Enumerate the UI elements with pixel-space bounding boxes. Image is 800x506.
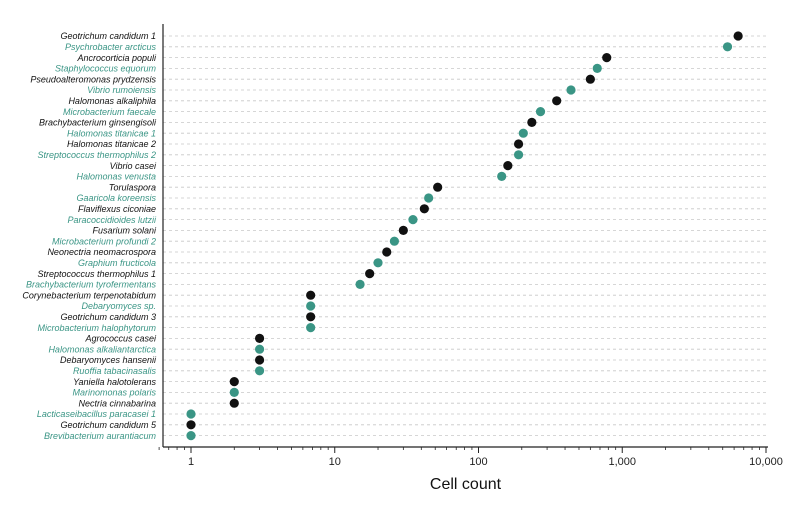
category-label: Debaryomyces hansenii <box>60 355 157 365</box>
data-point <box>186 431 196 441</box>
data-point <box>733 31 743 41</box>
x-axis-ticks: 1 10 100 1,000 10,000 <box>158 447 783 468</box>
data-point <box>503 161 513 171</box>
data-point <box>229 387 239 397</box>
x-tick-label: 100 <box>469 456 487 468</box>
data-point <box>186 409 196 419</box>
x-axis-label: Cell count <box>430 476 502 493</box>
data-point <box>513 139 524 149</box>
category-label: Vibrio rumoiensis <box>87 85 156 95</box>
data-point <box>535 107 546 117</box>
category-label: Microbacterium faecale <box>63 107 156 117</box>
data-point <box>552 96 562 106</box>
data-point <box>254 355 265 365</box>
data-point <box>497 171 507 181</box>
data-point <box>592 63 602 73</box>
x-tick-label: 1 <box>188 456 194 468</box>
category-label: Nectria cinnabarina <box>78 398 156 408</box>
category-label: Geotrichum candidum 3 <box>60 312 156 322</box>
category-label: Corynebacterium terpenotabidum <box>22 290 156 300</box>
data-point <box>306 290 316 300</box>
data-point <box>513 150 524 160</box>
category-label: Flaviflexus ciconiae <box>78 204 156 214</box>
data-point <box>229 377 239 387</box>
data-point <box>306 323 316 333</box>
category-label: Yaniella halotolerans <box>73 377 156 387</box>
data-point <box>306 301 316 311</box>
category-label: Torulaspora <box>109 182 156 192</box>
data-point <box>722 42 733 52</box>
category-label: Neonectria neomacrospora <box>47 247 156 257</box>
category-label: Staphylococcus equorum <box>55 64 157 74</box>
x-tick-label: 10 <box>329 456 341 468</box>
category-label: Agrococcus casei <box>84 334 157 344</box>
category-label: Halomonas alkaliantarctica <box>48 344 156 354</box>
data-point <box>355 279 365 289</box>
category-label: Brachybacterium tyrofermentans <box>26 280 157 290</box>
data-point <box>424 193 434 203</box>
category-label: Brachybacterium ginsengisoli <box>39 118 157 128</box>
category-label: Streptococcus thermophilus 1 <box>37 269 156 279</box>
category-label: Debaryomyces sp. <box>81 301 156 311</box>
data-point <box>254 333 265 343</box>
data-point <box>419 204 429 214</box>
category-label: Halomonas alkaliphila <box>68 96 156 106</box>
category-label: Streptococcus thermophilus 2 <box>37 150 156 160</box>
data-point <box>602 53 612 63</box>
data-point <box>389 236 400 246</box>
grid-lines <box>163 35 768 437</box>
data-point <box>254 366 265 376</box>
data-point <box>254 344 265 354</box>
category-label: Lacticaseibacillus paracasei 1 <box>37 409 156 419</box>
category-label: Marinomonas polaris <box>72 388 156 398</box>
data-point <box>382 247 392 257</box>
category-label: Geotrichum candidum 1 <box>60 31 156 41</box>
data-point <box>373 258 383 268</box>
category-label: Brevibacterium aurantiacum <box>44 431 157 441</box>
category-label: Graphium fructicola <box>78 258 156 268</box>
category-label: Vibrio casei <box>110 161 157 171</box>
category-label: Geotrichum candidum 5 <box>60 420 157 430</box>
category-label: Fusarium solani <box>92 226 157 236</box>
data-point <box>365 269 375 279</box>
category-label: Halomonas titanicae 1 <box>67 128 156 138</box>
data-point <box>229 398 239 408</box>
x-tick-label: 10,000 <box>749 456 783 468</box>
category-label: Pseudoalteromonas prydzensis <box>30 74 156 84</box>
data-point <box>306 312 316 322</box>
data-point <box>408 215 418 225</box>
category-label: Halomonas titanicae 2 <box>67 139 156 149</box>
category-label: Ancrocorticia populi <box>76 53 157 63</box>
data-point <box>433 182 443 192</box>
category-label: Psychrobacter arcticus <box>65 42 157 52</box>
data-point <box>566 85 576 95</box>
data-point <box>518 128 528 138</box>
data-points <box>186 31 743 441</box>
data-point <box>527 117 537 127</box>
category-label: Microbacterium halophytorum <box>37 323 156 333</box>
data-point <box>585 74 595 84</box>
data-point <box>398 225 408 235</box>
data-point <box>186 420 196 430</box>
category-label: Paracoccidioides lutzii <box>67 215 157 225</box>
category-label: Ruoffia tabacinasalis <box>73 366 157 376</box>
x-tick-label: 1,000 <box>608 456 636 468</box>
category-label: Microbacterium profundi 2 <box>52 236 156 246</box>
category-label: Gaaricola koreensis <box>76 193 156 203</box>
category-label: Halomonas venusta <box>76 172 156 182</box>
